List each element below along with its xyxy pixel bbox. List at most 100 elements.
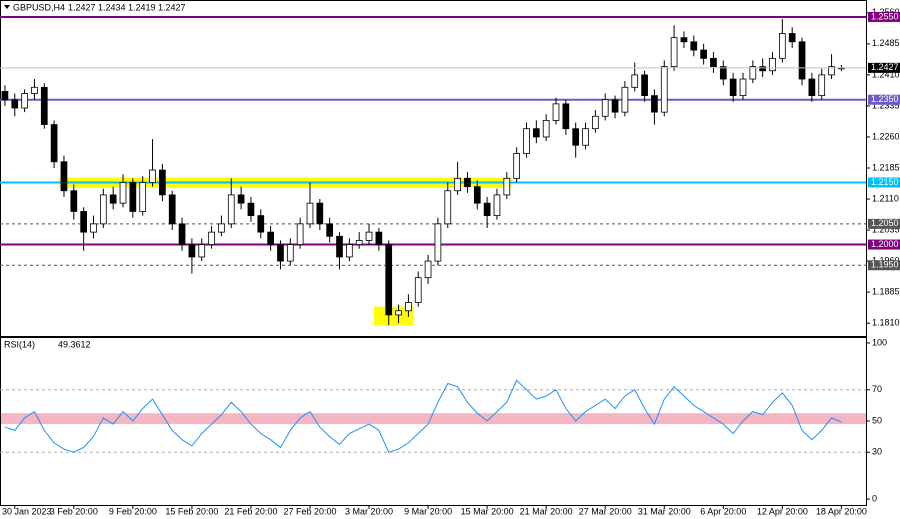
candle-body (336, 235, 343, 258)
x-tick-label: 12 Apr 20:00 (757, 506, 808, 516)
rsi-tick-label: 0 (872, 493, 877, 503)
candle-body (375, 231, 383, 245)
candle-body (80, 211, 88, 233)
candle-body (710, 57, 717, 68)
candle-body (247, 202, 255, 216)
candle-body (572, 128, 580, 146)
level-label: 1.2150 (871, 177, 899, 187)
level-label: 1.2050 (871, 218, 899, 228)
candle-body (31, 86, 38, 94)
candle-body (267, 231, 274, 245)
candle-body (601, 99, 609, 117)
x-tick-label: 18 Apr 20:00 (816, 506, 867, 516)
x-tick-label: 9 Feb 20:00 (109, 506, 157, 516)
header-high: 1.2434 (98, 2, 126, 12)
level-label-box (868, 94, 900, 105)
header-low: 1.2419 (128, 2, 156, 12)
candle-body (680, 37, 688, 43)
candle-body (444, 190, 452, 225)
candle-body (464, 177, 471, 188)
rsi-band (1, 413, 866, 425)
x-tick-label: 21 Mar 20:00 (520, 506, 573, 516)
candle-body (493, 194, 501, 216)
panel-marker (4, 5, 10, 9)
candle-body (532, 128, 540, 138)
candle-body (60, 161, 68, 192)
candle-body (483, 202, 491, 216)
zone (373, 306, 414, 326)
y-tick-label: 1.1885 (872, 287, 900, 297)
candle-body (719, 66, 727, 80)
x-tick-label: 27 Feb 20:00 (283, 506, 336, 516)
candle-body (405, 302, 412, 312)
candle-body (739, 78, 747, 96)
candle-body (621, 86, 629, 113)
level-label-box (868, 218, 900, 229)
x-tick-label: 15 Feb 20:00 (165, 506, 218, 516)
symbol: GBPUSD,H4 (13, 2, 65, 12)
x-tick-label: 3 Feb 20:00 (50, 506, 98, 516)
y-tick-label: 1.2335 (872, 100, 900, 110)
y-tick-label: 1.2110 (872, 193, 899, 203)
x-tick-label: 9 Mar 20:00 (404, 506, 452, 516)
candle-body (277, 244, 284, 262)
level-label: 1.1950 (871, 260, 899, 270)
candle-body (296, 223, 304, 245)
candle-body (208, 231, 215, 245)
candle-body (729, 78, 737, 96)
candle-body (424, 260, 432, 279)
candle-body (414, 277, 422, 303)
y-tick-label: 1.2185 (872, 162, 900, 172)
y-tick-label: 1.2485 (872, 38, 900, 48)
x-tick-label: 6 Apr 20:00 (700, 506, 746, 516)
level-label: 1.2000 (871, 239, 899, 249)
candle-body (237, 194, 245, 204)
candle-body (690, 41, 698, 51)
candle-body (651, 95, 658, 113)
candle-body (473, 186, 481, 204)
candle-body (159, 169, 166, 196)
candle-body (503, 177, 511, 196)
x-tick-label: 21 Feb 20:00 (224, 506, 277, 516)
y-tick-label: 1.2035 (872, 224, 900, 234)
candle-body (454, 177, 461, 192)
candle-body (582, 128, 589, 146)
candle-body (641, 74, 648, 96)
x-tick-label: 31 Mar 20:00 (638, 506, 691, 516)
candle-body (178, 223, 186, 245)
candle-body (562, 103, 570, 130)
candle-body (523, 128, 530, 154)
header-open: 1.2427 (68, 2, 96, 12)
level-label-box (868, 11, 900, 22)
rsi-tick-label: 30 (872, 447, 882, 457)
y-tick-label: 1.2410 (872, 69, 900, 79)
candle-body (168, 194, 176, 225)
x-tick-label: 30 Jan 2023 (2, 506, 52, 516)
level-label-box (868, 239, 900, 250)
rsi-line (4, 379, 842, 453)
x-tick-label: 3 Mar 20:00 (345, 506, 393, 516)
candle-body (306, 202, 314, 225)
candle-body (70, 190, 78, 212)
candle-body (11, 99, 19, 109)
candle-body (552, 103, 560, 121)
candle-body (592, 115, 599, 130)
main-panel (0, 0, 867, 337)
candle-body (50, 124, 58, 163)
candle-body (119, 182, 127, 204)
candle-body (1, 91, 9, 101)
candle-body (21, 93, 28, 109)
candle-body (700, 49, 707, 59)
candle-body (355, 240, 363, 245)
candle-body (818, 74, 826, 96)
candle-body (99, 194, 107, 225)
candle-body (227, 194, 235, 225)
candle-body (611, 99, 619, 113)
candle-body (109, 194, 117, 204)
candle-body (316, 202, 324, 225)
candle-body (198, 244, 206, 258)
candle-body (670, 37, 678, 68)
level-label-box (868, 260, 900, 271)
rsi-name: RSI(14) (4, 339, 35, 349)
